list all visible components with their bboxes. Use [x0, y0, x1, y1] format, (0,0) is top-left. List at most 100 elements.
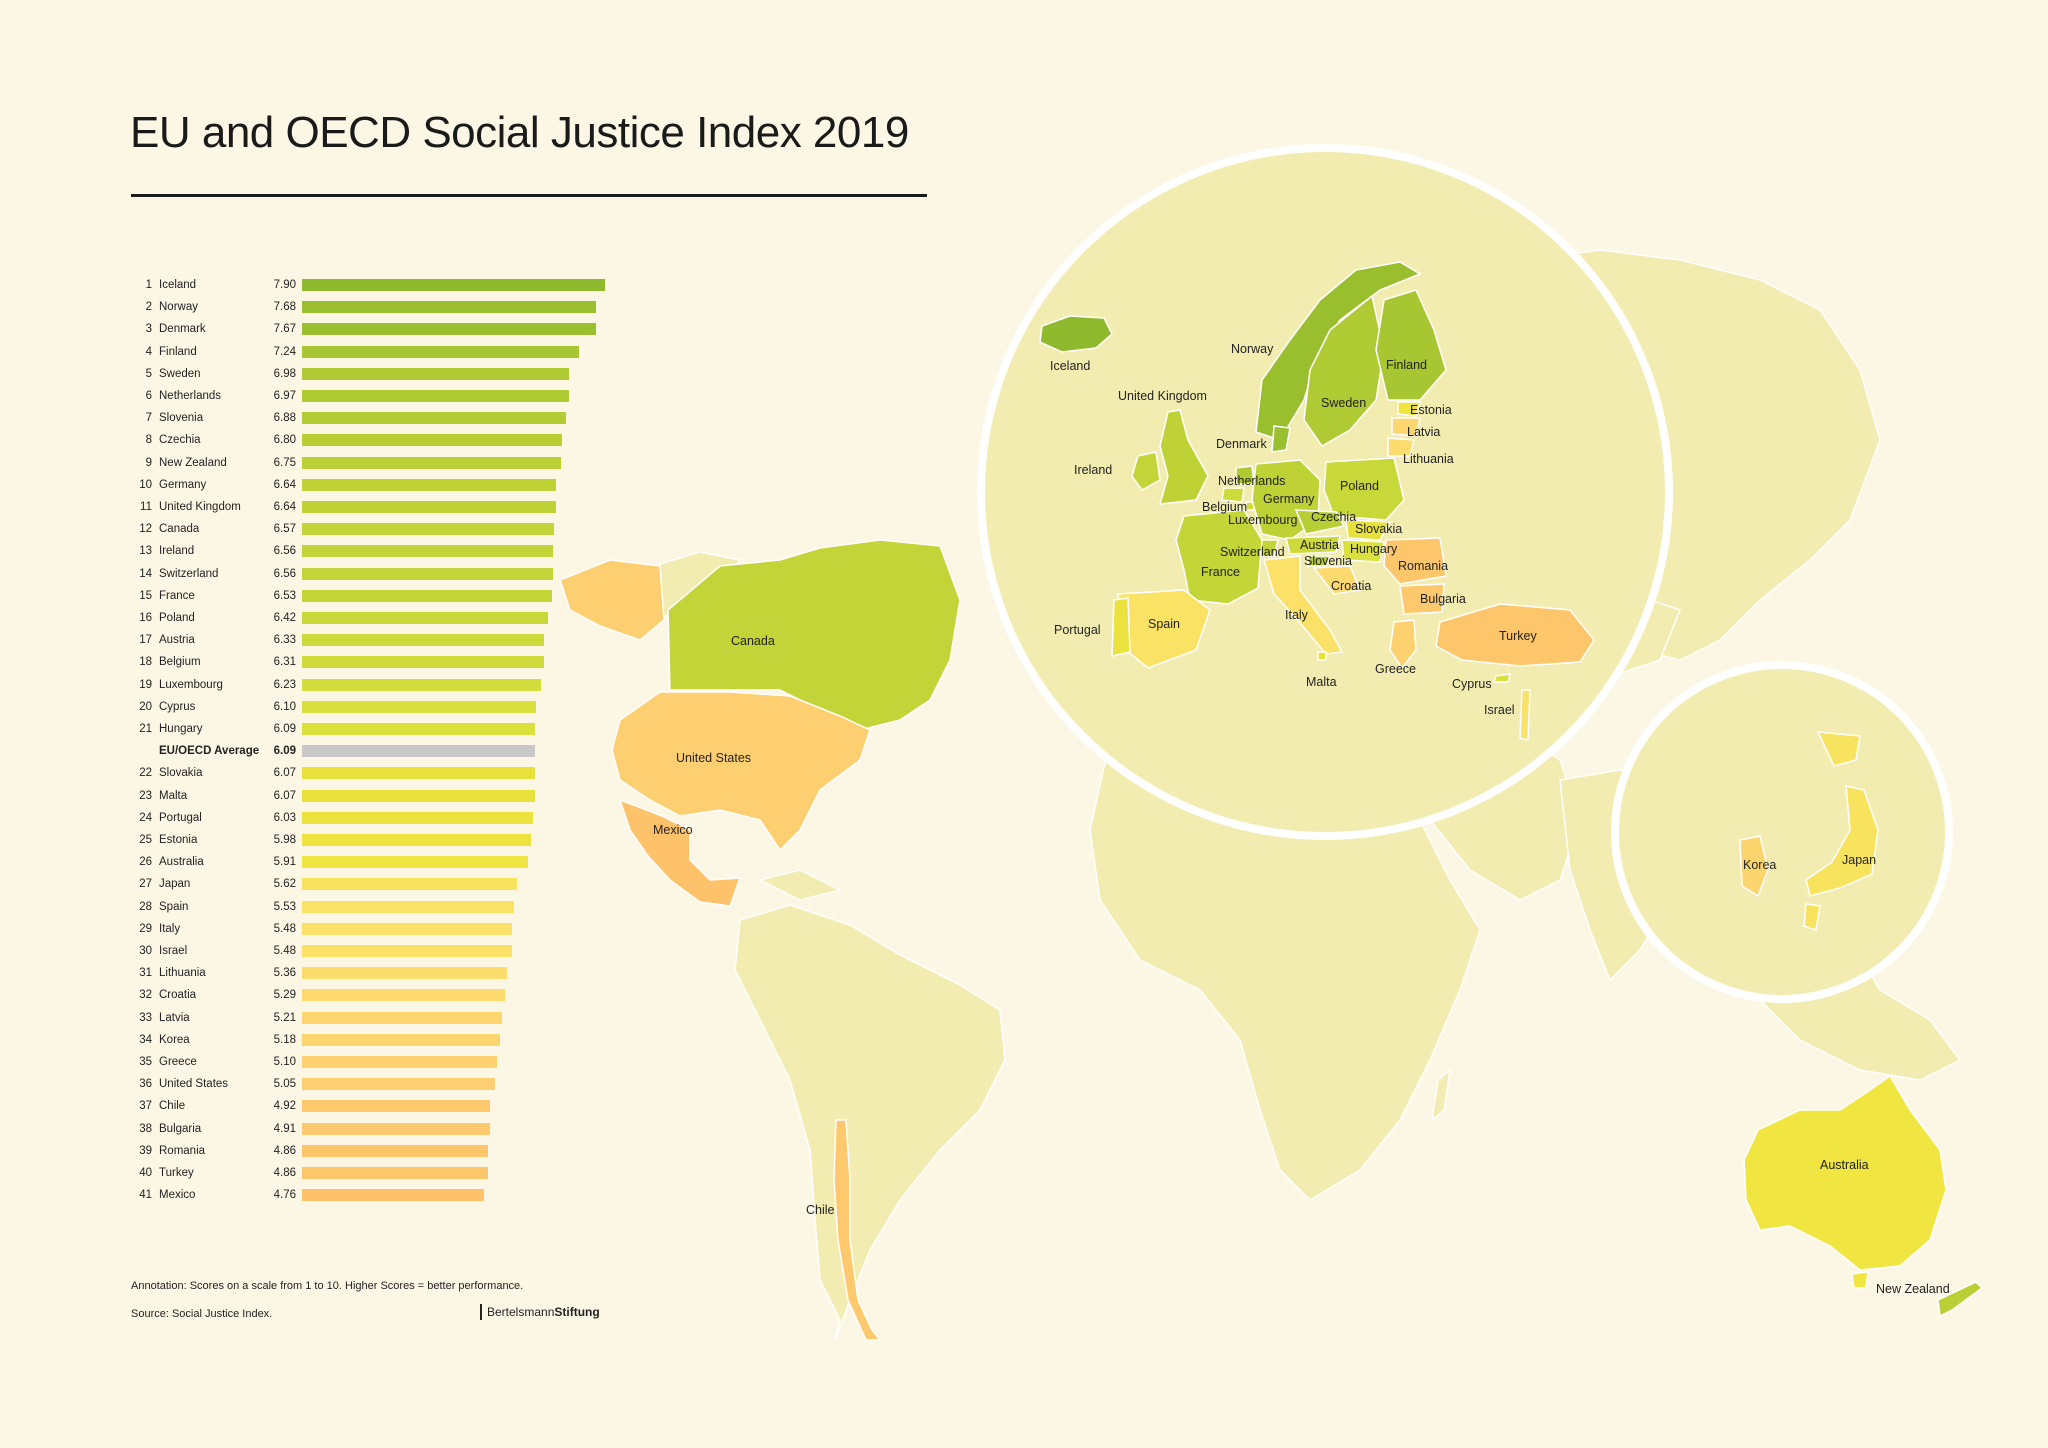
country-label: Romania: [159, 1144, 206, 1157]
czechia-shape: [1294, 509, 1346, 535]
label-united-kingdom: United Kingdom: [1118, 389, 1207, 403]
label-spain: Spain: [1148, 617, 1180, 631]
score-label: 5.98: [273, 834, 296, 846]
malta-shape: [1317, 651, 1327, 661]
score-label: 5.36: [273, 967, 296, 980]
rank-label: 29: [139, 922, 152, 935]
score-label: 7.68: [273, 301, 296, 314]
france-shape: [1175, 509, 1263, 605]
score-bar: [302, 634, 545, 647]
rank-label: 5: [145, 367, 152, 380]
country-label: United Kingdom: [159, 501, 241, 513]
score-bar: [302, 1189, 485, 1202]
rank-label: 10: [139, 478, 152, 491]
table-row: 16 Poland 6.42: [130, 609, 630, 627]
table-row: 19 Luxembourg 6.23: [130, 676, 630, 694]
brand-bold: Stiftung: [554, 1305, 600, 1319]
country-label: Finland: [159, 345, 197, 358]
rank-label: 2: [145, 301, 152, 314]
score-label: 6.23: [273, 678, 296, 691]
score-bar: [302, 834, 531, 846]
table-row: 29 Italy 5.48: [130, 920, 630, 938]
country-label: Czechia: [159, 434, 201, 447]
score-bar: [302, 745, 536, 758]
norway-shape: [1255, 261, 1422, 441]
label-france: France: [1201, 565, 1240, 579]
page-title: EU and OECD Social Justice Index 2019: [130, 108, 909, 157]
country-label: France: [159, 589, 195, 602]
label-japan: Japan: [1842, 853, 1876, 867]
score-bar: [302, 390, 569, 402]
score-label: 5.62: [273, 878, 296, 891]
label-switzerland: Switzerland: [1220, 545, 1285, 559]
country-label: Mexico: [159, 1189, 196, 1202]
finland-shape: [1375, 289, 1447, 401]
table-row: 28 Spain 5.53: [130, 898, 630, 916]
country-label: Turkey: [159, 1167, 194, 1179]
table-row: 1 Iceland 7.90: [130, 276, 630, 294]
label-chile: Chile: [806, 1203, 835, 1217]
country-label: Greece: [159, 1056, 197, 1068]
label-netherlands: Netherlands: [1218, 474, 1285, 488]
rank-label: 6: [145, 390, 152, 402]
score-label: 5.53: [273, 900, 296, 913]
label-new-zealand: New Zealand: [1876, 1282, 1950, 1296]
score-label: 4.86: [273, 1167, 296, 1179]
label-slovenia: Slovenia: [1304, 554, 1352, 568]
rank-label: 27: [139, 878, 152, 891]
score-bar: [302, 412, 566, 425]
rank-label: 41: [139, 1189, 152, 1202]
table-row: 36 United States 5.05: [130, 1075, 630, 1093]
score-bar: [302, 567, 554, 580]
iceland-shape: [1039, 315, 1113, 353]
israel-shape: [1519, 689, 1531, 741]
score-bar: [302, 1033, 501, 1046]
country-label: Latvia: [159, 1011, 190, 1024]
rank-label: 33: [139, 1011, 152, 1024]
rank-label: 37: [139, 1100, 152, 1113]
country-label: Israel: [159, 945, 188, 957]
country-label: Canada: [159, 523, 200, 536]
rank-label: 36: [139, 1078, 152, 1091]
score-label: 5.18: [273, 1033, 296, 1046]
madagascar-shape: [1430, 1068, 1452, 1122]
score-label: 5.05: [273, 1078, 296, 1091]
slovenia-shape: [1307, 555, 1332, 567]
country-label: Slovenia: [159, 412, 204, 425]
country-label: Slovakia: [159, 767, 203, 780]
score-label: 6.80: [273, 434, 296, 447]
label-cyprus: Cyprus: [1452, 677, 1492, 691]
rank-label: 8: [145, 434, 152, 447]
new-zealand-shape: [1937, 1281, 1984, 1318]
score-bar: [302, 1167, 489, 1179]
country-label: Croatia: [159, 989, 197, 1002]
country-label: Belgium: [159, 656, 201, 669]
annotation-note: Annotation: Scores on a scale from 1 to …: [131, 1280, 524, 1292]
label-croatia: Croatia: [1331, 579, 1371, 593]
score-label: 6.75: [273, 456, 296, 469]
score-label: 5.91: [273, 856, 296, 869]
table-row: 40 Turkey 4.86: [130, 1164, 630, 1182]
table-row: 35 Greece 5.10: [130, 1053, 630, 1071]
table-row: 9 New Zealand 6.75: [130, 454, 630, 472]
table-row: 27 Japan 5.62: [130, 875, 630, 893]
score-bar: [302, 967, 508, 980]
rank-label: 17: [139, 634, 152, 647]
japan-shape: [1803, 731, 1879, 931]
table-row: 18 Belgium 6.31: [130, 653, 630, 671]
score-label: 4.92: [273, 1100, 296, 1113]
austria-shape: [1285, 535, 1341, 555]
score-label: 6.64: [273, 501, 296, 513]
caribbean-shape: [757, 869, 843, 901]
score-bar: [302, 523, 554, 536]
score-bar: [302, 345, 580, 358]
score-bar: [302, 656, 544, 669]
table-row: 6 Netherlands 6.97: [130, 387, 630, 405]
table-row: 17 Austria 6.33: [130, 631, 630, 649]
label-hungary: Hungary: [1350, 542, 1398, 556]
table-row: 4 Finland 7.24: [130, 343, 630, 361]
score-label: 6.88: [273, 412, 296, 425]
label-germany: Germany: [1263, 492, 1315, 506]
score-bar: [302, 1078, 496, 1091]
